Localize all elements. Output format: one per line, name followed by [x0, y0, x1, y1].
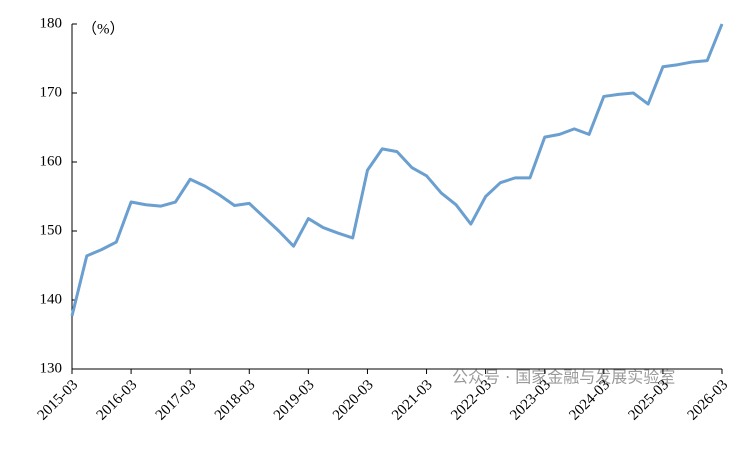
y-tick-label: 150	[40, 222, 63, 238]
x-tick-label: 2026-03	[685, 377, 732, 424]
watermark: 公众号 · 国家金融与发展实验室	[452, 368, 675, 387]
x-tick-label: 2015-03	[35, 377, 82, 424]
x-tick-label: 2021-03	[389, 377, 436, 424]
x-tick-label: 2020-03	[330, 377, 377, 424]
x-tick-label: 2017-03	[153, 377, 200, 424]
x-tick-label: 2018-03	[212, 377, 259, 424]
x-tick-label: 2016-03	[94, 377, 141, 424]
x-tick-label: 2019-03	[271, 377, 318, 424]
y-tick-label: 180	[40, 15, 63, 31]
y-tick-label: 140	[40, 291, 63, 307]
y-tick-label: 130	[40, 360, 63, 376]
y-axis-label: （%）	[82, 20, 125, 37]
line-series	[70, 23, 724, 317]
y-tick-label: 170	[40, 84, 63, 100]
y-tick-label: 160	[40, 153, 63, 169]
